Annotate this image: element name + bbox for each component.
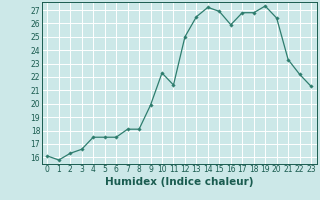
X-axis label: Humidex (Indice chaleur): Humidex (Indice chaleur) bbox=[105, 177, 253, 187]
